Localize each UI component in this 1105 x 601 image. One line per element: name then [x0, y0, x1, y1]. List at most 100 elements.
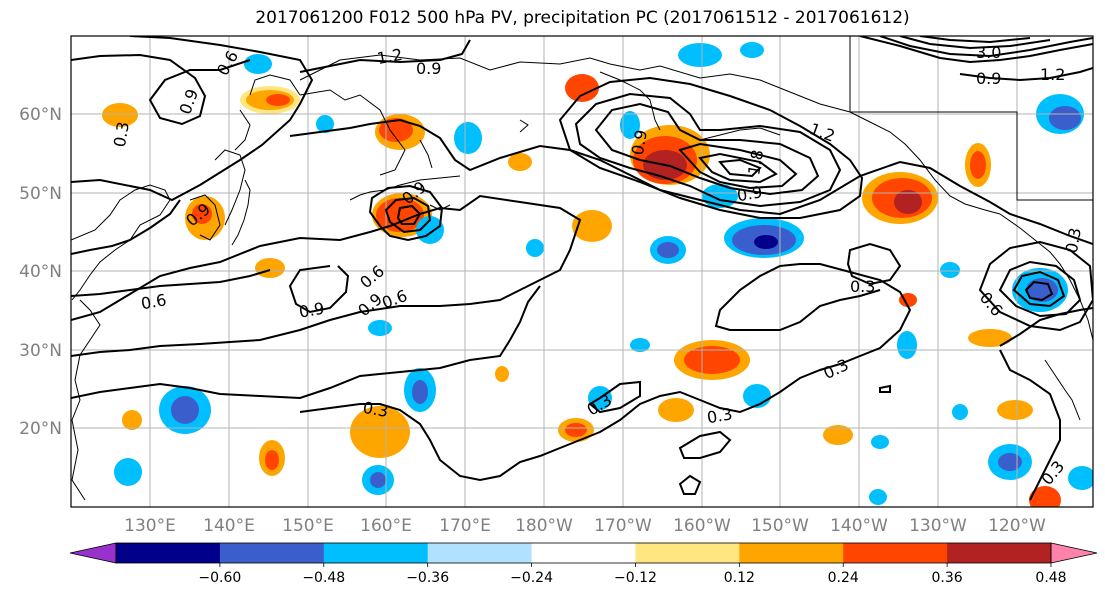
- precip-positive-area: [970, 151, 986, 179]
- precip-negative-area: [454, 122, 482, 154]
- contour-label: 0.6: [140, 290, 168, 313]
- colorbar-tick-label: −0.12: [614, 570, 657, 586]
- precip-positive-area: [508, 153, 532, 171]
- colorbar-tick-label: 0.48: [1035, 570, 1066, 586]
- precip-negative-area: [869, 489, 887, 505]
- lon-label: 160°E: [360, 516, 412, 536]
- lat-label: 30°N: [19, 341, 62, 361]
- precip-positive-area: [1029, 486, 1061, 507]
- colorbar-segment: [635, 543, 740, 563]
- colorbar-tick-label: −0.48: [302, 570, 345, 586]
- precip-negative-area: [897, 331, 917, 359]
- colorbar-tick-label: 0.12: [724, 570, 755, 586]
- precip-negative-area: [871, 435, 889, 449]
- colorbar-segment: [323, 543, 429, 563]
- lon-label: 120°W: [988, 516, 1046, 536]
- precip-positive-area: [495, 366, 509, 382]
- precip-positive-area: [997, 400, 1033, 420]
- lon-label: 180°W: [515, 516, 573, 536]
- precip-positive-area: [350, 406, 410, 458]
- precip-negative-area: [412, 380, 428, 404]
- precip-negative-area: [940, 262, 960, 278]
- colorbar-tick-label: 0.24: [828, 570, 859, 586]
- precip-negative-area: [740, 42, 764, 58]
- contour-label: 0.3: [850, 277, 875, 296]
- pv-contours: [71, 36, 1093, 501]
- lon-label: 130°E: [124, 516, 176, 536]
- contour-label: 0.3: [361, 398, 389, 421]
- longitude-labels: 130°E 140°E 150°E 160°E 170°E 180°W 170°…: [124, 516, 1046, 536]
- precip-positive-area: [255, 258, 285, 278]
- lat-label: 50°N: [19, 184, 62, 204]
- colorbar-frame: [115, 542, 1052, 564]
- colorbar-segment: [947, 543, 1052, 563]
- precip-positive-area: [265, 450, 279, 470]
- precip-positive-area: [684, 346, 740, 374]
- colorbar-tick-label: −0.36: [406, 570, 449, 586]
- precip-negative-area: [952, 404, 968, 420]
- contour-label: 0.9: [628, 128, 651, 156]
- precip-negative-area: [1049, 106, 1081, 130]
- precip-negative-area: [1068, 466, 1093, 490]
- precip-negative-area: [370, 472, 386, 488]
- colorbar-segment: [427, 543, 533, 563]
- precip-positive-area: [968, 329, 1012, 347]
- precip-positive-area: [894, 190, 922, 214]
- precip-negative-area: [620, 111, 640, 139]
- precip-negative-area: [171, 396, 199, 424]
- contour-label: 3.0: [976, 43, 1001, 62]
- contour-label: 0.3: [110, 120, 133, 148]
- lon-label: 130°W: [909, 516, 967, 536]
- precip-positive-area: [565, 423, 587, 437]
- precip-positive-area: [572, 210, 612, 242]
- lon-label: 140°W: [830, 516, 888, 536]
- latitude-labels: 60°N 50°N 40°N 30°N 20°N: [19, 105, 62, 439]
- precip-negative-area: [368, 320, 392, 336]
- colorbar-segment: [219, 543, 325, 563]
- colorbar-extend-low: [69, 542, 117, 564]
- precip-negative-area: [754, 235, 778, 249]
- contour-label: 0.9: [736, 182, 764, 205]
- colorbar-tick-label: −0.24: [510, 570, 553, 586]
- precip-negative-area: [678, 43, 722, 67]
- precip-negative-area: [526, 239, 544, 257]
- precip-positive-area: [658, 398, 694, 422]
- colorbar-segment: [116, 543, 221, 563]
- contour-label: 0.9: [976, 69, 1001, 88]
- precip-negative-area: [630, 338, 650, 352]
- map-title: 2017061200 F012 500 hPa PV, precipitatio…: [255, 8, 910, 28]
- colorbar-segments: [69, 542, 1098, 564]
- precip-positive-area: [192, 204, 212, 224]
- lat-label: 20°N: [19, 419, 62, 439]
- contour-label: 1.8: [744, 148, 767, 176]
- colorbar-extend-high: [1050, 542, 1098, 564]
- graticule: [71, 36, 1093, 507]
- contour-label: 1.2: [1040, 65, 1065, 84]
- lat-label: 60°N: [19, 105, 62, 125]
- contour-label: 0.3: [706, 404, 734, 427]
- colorbar-ticks: −0.60 −0.48 −0.36 −0.24 −0.12 0.12 0.24 0.36 0.4…: [198, 563, 1067, 586]
- precip-positive-area: [823, 425, 853, 445]
- lon-label: 150°E: [282, 516, 334, 536]
- precip-positive-area: [122, 410, 142, 430]
- colorbar: −0.60 −0.48 −0.36 −0.24 −0.12 0.12 0.24 0.36 0.4…: [69, 542, 1098, 586]
- precip-positive-area: [266, 94, 290, 106]
- lon-label: 150°W: [751, 516, 809, 536]
- map-frame: [70, 35, 1094, 508]
- lat-label: 40°N: [19, 262, 62, 282]
- lon-label: 160°W: [673, 516, 731, 536]
- precip-negative-area: [244, 54, 272, 74]
- colorbar-segment: [739, 543, 844, 563]
- lon-label: 170°W: [594, 516, 652, 536]
- precip-negative-area: [316, 115, 334, 133]
- precip-negative-area: [998, 453, 1022, 471]
- map-panel: 0.9 0.6 0.3 1.2 0.9 0.9 0.9 0.6 0.9 0.6 …: [70, 35, 1094, 508]
- precip-negative-area: [114, 458, 142, 486]
- contour-label: 0.3: [1062, 226, 1085, 254]
- contour-label: 1.2: [376, 45, 404, 68]
- boundary-lines: [849, 36, 1093, 201]
- lon-label: 170°E: [439, 516, 491, 536]
- lon-label: 140°E: [203, 516, 255, 536]
- colorbar-segment: [531, 543, 636, 563]
